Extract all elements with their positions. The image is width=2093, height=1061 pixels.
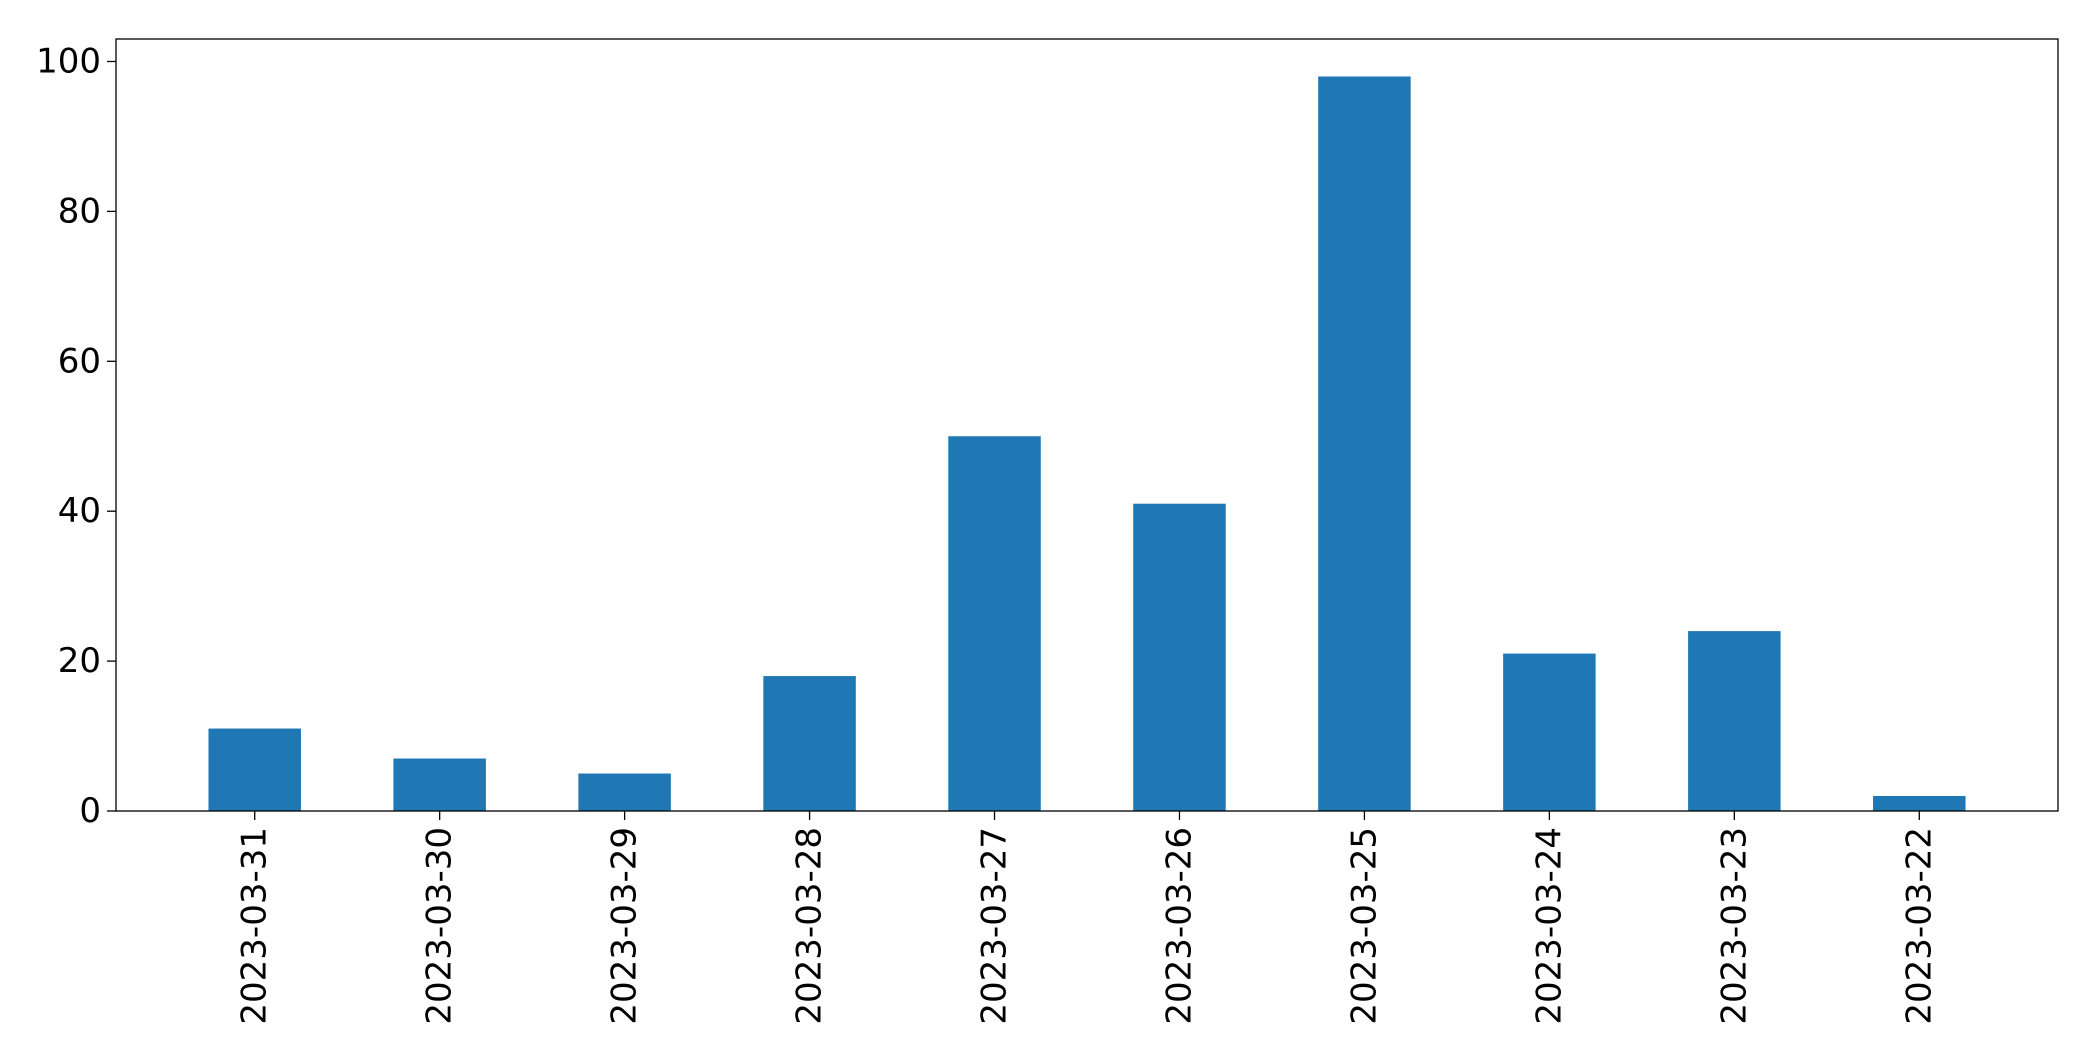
bar-2023-03-26 — [1133, 503, 1226, 811]
y-axis: 0 20 40 60 80 100 — [36, 41, 116, 831]
plot-frame — [115, 38, 2059, 812]
x-tick-label: 2023-03-27 — [975, 827, 1015, 1025]
y-tick-label: 20 — [58, 641, 101, 681]
x-tick-label: 2023-03-31 — [235, 827, 275, 1025]
x-tick-label: 2023-03-24 — [1529, 827, 1569, 1025]
x-tick-label: 2023-03-29 — [605, 827, 645, 1025]
x-tick-label: 2023-03-26 — [1159, 827, 1199, 1025]
y-tick-label: 60 — [58, 341, 101, 381]
bar-2023-03-22 — [1873, 796, 1966, 811]
x-tick-label: 2023-03-22 — [1899, 827, 1939, 1025]
x-tick-label: 2023-03-28 — [790, 827, 830, 1025]
y-tick-label: 0 — [79, 791, 101, 831]
x-tick-label: 2023-03-23 — [1714, 827, 1754, 1025]
y-tick-label: 100 — [36, 41, 101, 81]
y-tick-label: 40 — [58, 491, 101, 531]
bars-layer — [208, 76, 1966, 812]
bar-2023-03-29 — [578, 773, 671, 811]
x-tick-label: 2023-03-25 — [1344, 827, 1384, 1025]
bar-2023-03-24 — [1503, 653, 1596, 811]
x-tick-label: 2023-03-30 — [420, 827, 460, 1025]
bar-2023-03-28 — [763, 676, 856, 811]
x-axis: 2023-03-31 2023-03-30 2023-03-29 2023-03-28… — [235, 811, 1939, 1025]
bar-2023-03-30 — [393, 758, 486, 811]
bar-2023-03-31 — [208, 728, 301, 811]
bar-2023-03-25 — [1318, 76, 1411, 812]
y-tick-label: 80 — [58, 191, 101, 231]
bar-2023-03-23 — [1688, 631, 1781, 811]
bar-2023-03-27 — [948, 436, 1041, 811]
